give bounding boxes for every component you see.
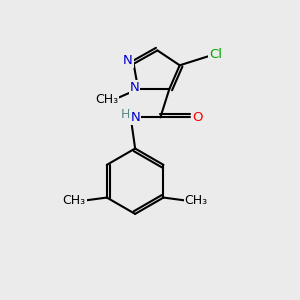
Text: H: H [121, 108, 130, 122]
Text: Cl: Cl [209, 48, 222, 62]
Text: CH₃: CH₃ [95, 93, 119, 106]
Text: N: N [130, 111, 140, 124]
Text: CH₃: CH₃ [63, 194, 86, 207]
Text: CH₃: CH₃ [184, 194, 208, 207]
Text: N: N [130, 81, 140, 94]
Text: O: O [192, 111, 203, 124]
Text: N: N [123, 54, 133, 67]
